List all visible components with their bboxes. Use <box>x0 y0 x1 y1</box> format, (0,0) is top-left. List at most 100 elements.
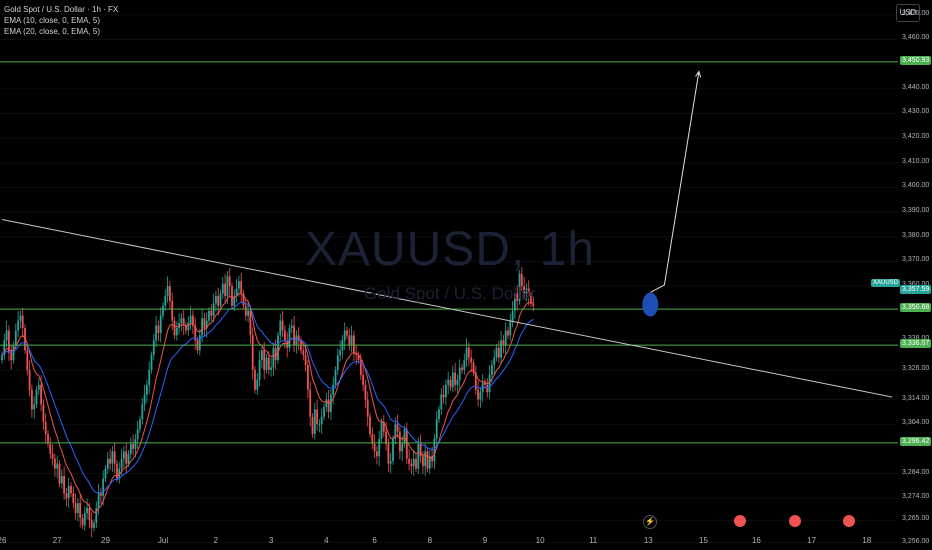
candle-body <box>279 320 282 336</box>
candle-body <box>461 367 463 370</box>
candle-body <box>359 360 362 375</box>
candle-body <box>37 384 40 390</box>
candle-body <box>387 443 390 464</box>
candle-body <box>295 335 298 346</box>
time-tick-label: 16 <box>751 536 761 545</box>
candle-body <box>516 293 519 301</box>
candles <box>1 267 535 538</box>
price-tick-label: 3,470.00 <box>902 9 930 17</box>
time-tick-label: 29 <box>101 536 110 545</box>
candle-body <box>254 369 256 390</box>
candle-body <box>100 493 102 496</box>
economic-event-icon[interactable] <box>734 515 746 527</box>
price-tick-label: 3,420.00 <box>902 133 930 141</box>
candle-body <box>205 320 208 329</box>
candle-body <box>378 439 381 457</box>
candle-body <box>491 365 493 375</box>
candle-body <box>399 431 401 452</box>
candle-body <box>366 399 369 417</box>
time-tick-label: 4 <box>324 536 329 545</box>
candle-body <box>327 399 330 412</box>
currency-button[interactable]: USD <box>896 4 920 22</box>
candle-body <box>263 350 266 370</box>
candle-body <box>320 416 323 425</box>
candle-body <box>63 476 65 494</box>
candle-body <box>8 330 10 353</box>
candle-body <box>389 461 392 464</box>
level-price-tag[interactable]: 3,336.07 <box>900 339 932 349</box>
price-tick-label: 3,304.00 <box>902 419 930 427</box>
candle-body <box>477 389 479 400</box>
time-tick-label: 8 <box>427 536 433 545</box>
time-tick-label: 27 <box>52 536 62 545</box>
candle-body <box>449 379 452 388</box>
candle-body <box>463 360 466 370</box>
candle-body <box>113 451 116 464</box>
candle-body <box>162 305 164 316</box>
candle-body <box>307 365 309 390</box>
time-tick-label: 11 <box>588 536 598 545</box>
candle-body <box>504 330 507 346</box>
candle-body <box>228 276 231 287</box>
candle-body <box>14 330 17 346</box>
economic-event-icon[interactable] <box>843 515 855 527</box>
candle-body <box>111 451 114 464</box>
candle-body <box>150 355 153 370</box>
candle-body <box>281 320 284 331</box>
candle-body <box>49 443 52 454</box>
candle-body <box>42 404 45 422</box>
candle-body <box>249 310 252 336</box>
candle-body <box>116 463 118 479</box>
candle-body <box>83 513 86 526</box>
candle-body <box>90 520 93 528</box>
candle-body <box>102 478 105 496</box>
candle-body <box>192 315 194 326</box>
candle-body <box>454 372 456 385</box>
candle-body <box>155 325 157 341</box>
candle-body <box>343 330 346 341</box>
candle-body <box>19 315 22 321</box>
candle-body <box>219 293 222 306</box>
candle-body <box>127 453 130 464</box>
candle-body <box>353 335 355 353</box>
candle-body <box>109 458 111 464</box>
level-price-tag[interactable]: 3,450.93 <box>900 55 932 65</box>
candle-body <box>136 429 139 440</box>
candle-body <box>330 394 332 412</box>
price-tick-label: 3,326.00 <box>902 364 930 372</box>
lightning-icon[interactable]: ⚡ <box>643 515 657 529</box>
time-tick-label: 3 <box>268 536 274 545</box>
level-price-tag[interactable]: 3,350.68 <box>900 303 932 313</box>
time-tick-label: 26 <box>0 536 7 545</box>
price-tick-label: 3,256.00 <box>902 537 930 545</box>
economic-event-icon[interactable] <box>789 515 801 527</box>
candle-body <box>332 384 335 395</box>
price-tick-label: 3,380.00 <box>902 231 930 239</box>
candle-body <box>182 318 185 326</box>
candle-body <box>12 345 15 361</box>
price-tick-label: 3,430.00 <box>902 108 930 116</box>
candle-body <box>470 357 473 363</box>
candle-body <box>265 357 268 370</box>
legend-ema20[interactable]: EMA (20, close, 0, EMA, 5) <box>4 27 101 36</box>
candle-body <box>86 508 88 514</box>
candle-body <box>77 503 79 514</box>
candle-body <box>224 283 226 296</box>
price-axis[interactable]: 3,470.003,460.003,450.003,440.003,430.00… <box>898 0 932 550</box>
candle-body <box>120 458 123 469</box>
candle-body <box>201 318 203 336</box>
drawings <box>1 70 893 398</box>
legend-ema10[interactable]: EMA (10, close, 0, EMA, 5) <box>4 16 101 25</box>
candle-body <box>401 443 404 452</box>
level-price-tag[interactable]: 3,296.42 <box>900 436 932 446</box>
candle-body <box>208 310 210 321</box>
time-tick-label: 18 <box>862 536 872 545</box>
candle-body <box>316 409 318 425</box>
blue-marker-ellipse <box>642 292 659 317</box>
candle-body <box>474 372 477 390</box>
time-tick-label: 6 <box>372 536 377 545</box>
candle-body <box>426 451 429 469</box>
candle-body <box>152 340 155 356</box>
candle-body <box>33 404 36 410</box>
